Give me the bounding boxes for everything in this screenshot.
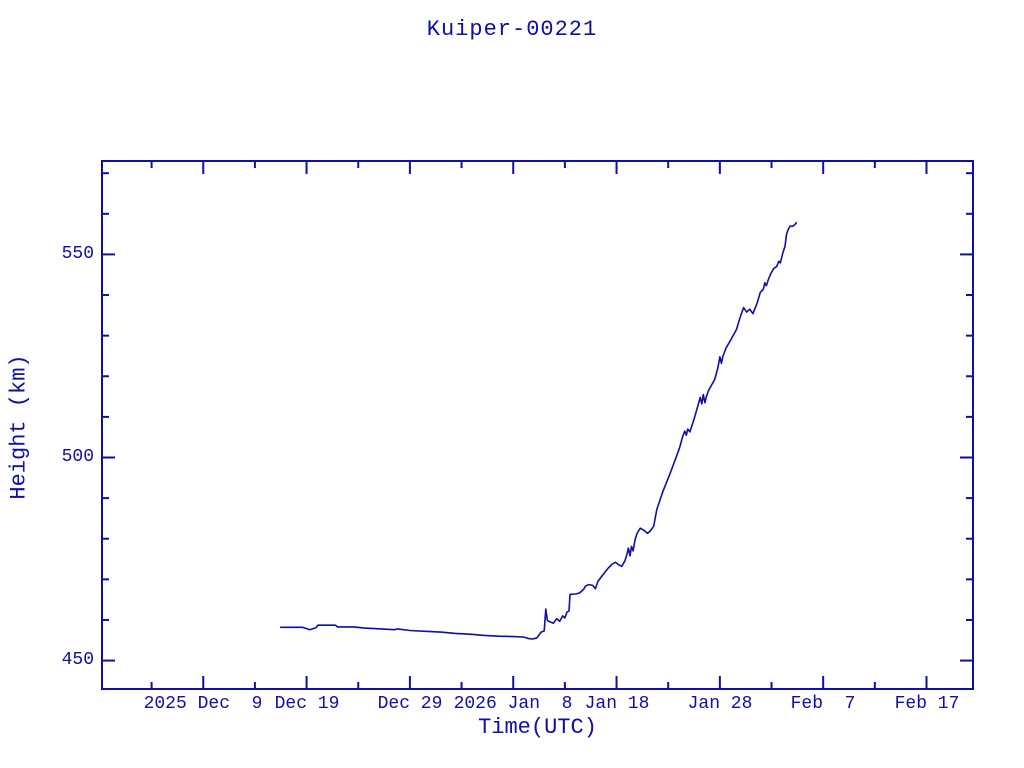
x-tick-label: Jan 18 (584, 694, 650, 714)
x-tick-label: 2025 Dec 9 (143, 694, 263, 714)
y-tick-label: 450 (61, 650, 94, 670)
x-tick-label: Dec 19 (274, 694, 340, 714)
y-tick-label: 550 (61, 244, 94, 264)
x-tick-label: Feb 7 (790, 694, 856, 714)
x-axis-title: Time(UTC) (478, 715, 597, 740)
axis-box (101, 160, 974, 690)
x-tick-label: Feb 17 (894, 694, 960, 714)
height-curve (279, 221, 798, 640)
y-tick-label: 500 (61, 447, 94, 467)
x-tick-label: Dec 29 (377, 694, 443, 714)
x-tick-label: Jan 28 (687, 694, 753, 714)
x-tick-label: 2026 Jan 8 (453, 694, 573, 714)
chart-title: Kuiper-00221 (426, 17, 598, 42)
